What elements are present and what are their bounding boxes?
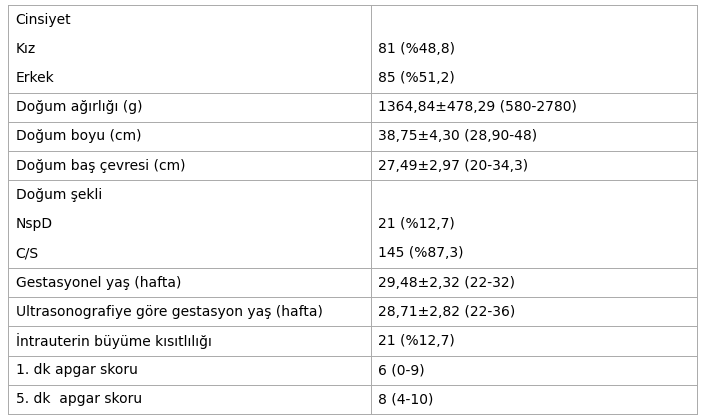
Text: Doğum ağırlığı (g): Doğum ağırlığı (g) — [16, 100, 142, 114]
Text: NspD: NspD — [16, 217, 53, 231]
Text: Ultrasonografiye göre gestasyon yaş (hafta): Ultrasonografiye göre gestasyon yaş (haf… — [16, 305, 322, 319]
Bar — [8, 356, 697, 385]
Text: 81 (%48,8): 81 (%48,8) — [378, 42, 455, 56]
Text: 5. dk  apgar skoru: 5. dk apgar skoru — [16, 392, 142, 406]
Text: 21 (%12,7): 21 (%12,7) — [378, 217, 455, 231]
Text: İntrauterin büyüme kısıtlılığı: İntrauterin büyüme kısıtlılığı — [16, 333, 211, 349]
Text: 1364,84±478,29 (580-2780): 1364,84±478,29 (580-2780) — [378, 100, 577, 114]
Text: 1. dk apgar skoru: 1. dk apgar skoru — [16, 363, 137, 377]
Text: Kız: Kız — [16, 42, 36, 56]
Text: Cinsiyet: Cinsiyet — [16, 13, 71, 27]
Bar — [8, 151, 697, 180]
Text: 38,75±4,30 (28,90-48): 38,75±4,30 (28,90-48) — [378, 129, 537, 143]
Text: Doğum baş çevresi (cm): Doğum baş çevresi (cm) — [16, 159, 185, 173]
Text: 29,48±2,32 (22-32): 29,48±2,32 (22-32) — [378, 276, 515, 290]
Text: C/S: C/S — [16, 246, 39, 260]
Text: Gestasyonel yaş (hafta): Gestasyonel yaş (hafta) — [16, 276, 181, 290]
Text: Doğum şekli: Doğum şekli — [16, 188, 102, 202]
Bar — [8, 268, 697, 297]
Text: 6 (0-9): 6 (0-9) — [378, 363, 424, 377]
Text: 145 (%87,3): 145 (%87,3) — [378, 246, 464, 260]
Text: Doğum boyu (cm): Doğum boyu (cm) — [16, 129, 141, 143]
Bar — [8, 122, 697, 151]
Text: Erkek: Erkek — [16, 71, 54, 85]
Bar — [8, 326, 697, 356]
Bar — [8, 93, 697, 122]
Bar — [8, 297, 697, 326]
Bar — [8, 385, 697, 414]
Text: 85 (%51,2): 85 (%51,2) — [378, 71, 455, 85]
Text: 8 (4-10): 8 (4-10) — [378, 392, 434, 406]
Text: 21 (%12,7): 21 (%12,7) — [378, 334, 455, 348]
Text: 27,49±2,97 (20-34,3): 27,49±2,97 (20-34,3) — [378, 159, 528, 173]
Text: 28,71±2,82 (22-36): 28,71±2,82 (22-36) — [378, 305, 515, 319]
